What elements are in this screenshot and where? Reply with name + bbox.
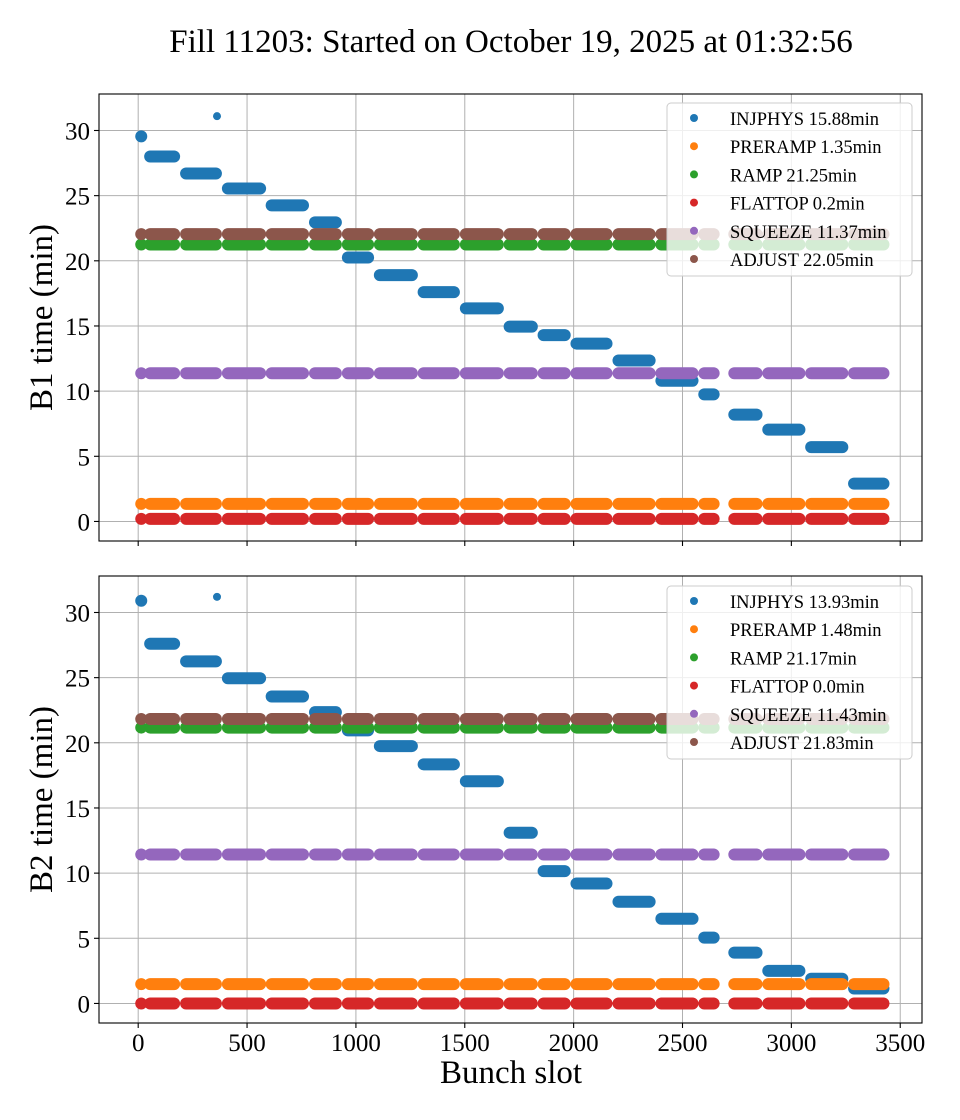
y-tick-label: 5 [78,926,91,953]
legend-marker [690,681,698,690]
legend-entry: RAMP 21.25min [730,166,857,186]
legend-marker [690,226,698,235]
legend-box [666,585,913,760]
x-tick-label: 2000 [549,1030,599,1057]
y-tick-label: 20 [65,731,90,758]
axes-frame [98,575,923,1024]
data-point [213,592,222,601]
y-tick-label: 10 [65,379,90,406]
x-tick-label: 1000 [331,1030,381,1057]
legend-marker [690,142,698,151]
y-tick-label: 30 [65,118,90,145]
b1-panel: 0 5 10 15 20 25 30 B1 time (min) INJPHYS 15.88mi… [24,93,923,546]
y-tick-label: 25 [65,184,90,211]
x-axis-label: Bunch slot [440,1055,582,1091]
x-tick-label: 2500 [658,1030,708,1057]
y-tick-label: 25 [65,666,90,693]
x-tick-label: 500 [228,1030,266,1057]
y-tick-label: 0 [78,991,91,1018]
legend-marker [690,738,698,746]
legend-entry: SQUEEZE 11.43min [730,706,887,726]
y-tick-label: 30 [65,600,90,627]
legend-box [666,102,913,277]
y-tick-label: 15 [65,314,90,341]
y-tick-label: 15 [65,796,90,823]
legend-entry: SQUEEZE 11.37min [730,223,887,243]
legend-entry: PRERAMP 1.35min [730,138,881,158]
y-tick-label: 20 [65,249,90,276]
chart-title: Fill 11203: Started on October 19, 2025 … [169,24,852,60]
y-tick-label: 10 [65,861,90,888]
legend-marker [690,653,698,662]
series-injphys [135,112,890,490]
y-axis-label: B2 time (min) [24,706,60,893]
legend-marker [690,597,698,605]
legend-marker [690,255,698,263]
legend-entry: INJPHYS 13.93min [730,593,879,613]
legend: INJPHYS 13.93min PRERAMP 1.48min RAMP 21.1… [666,585,913,760]
legend-marker [690,170,698,179]
legend-entry: ADJUST 21.83min [730,734,874,754]
x-tick-label: 3000 [766,1030,816,1057]
x-tick-label: 1500 [440,1030,490,1057]
data-point [213,112,222,121]
y-tick-label: 5 [78,444,91,471]
x-tick-label: 3500 [875,1030,925,1057]
legend-marker [690,625,698,634]
legend-entry: INJPHYS 15.88min [730,110,879,130]
x-tick-label: 0 [132,1030,145,1057]
legend: INJPHYS 15.88min PRERAMP 1.35min RAMP 21.2… [666,102,913,277]
legend-marker [690,198,698,207]
y-axis-label: B1 time (min) [24,224,60,411]
y-tick-label: 0 [78,509,91,536]
legend-marker [690,709,698,718]
axes-frame [98,93,923,542]
legend-entry: RAMP 21.17min [730,649,857,669]
legend-entry: ADJUST 22.05min [730,251,874,271]
b2-panel: 0 500 1000 1500 2000 2500 3000 3500 0 5 10 15 20 25 30… [24,575,925,1057]
legend-entry: FLATTOP 0.2min [730,195,865,215]
legend-entry: PRERAMP 1.48min [730,621,881,641]
legend-entry: FLATTOP 0.0min [730,678,865,698]
legend-marker [690,114,698,122]
